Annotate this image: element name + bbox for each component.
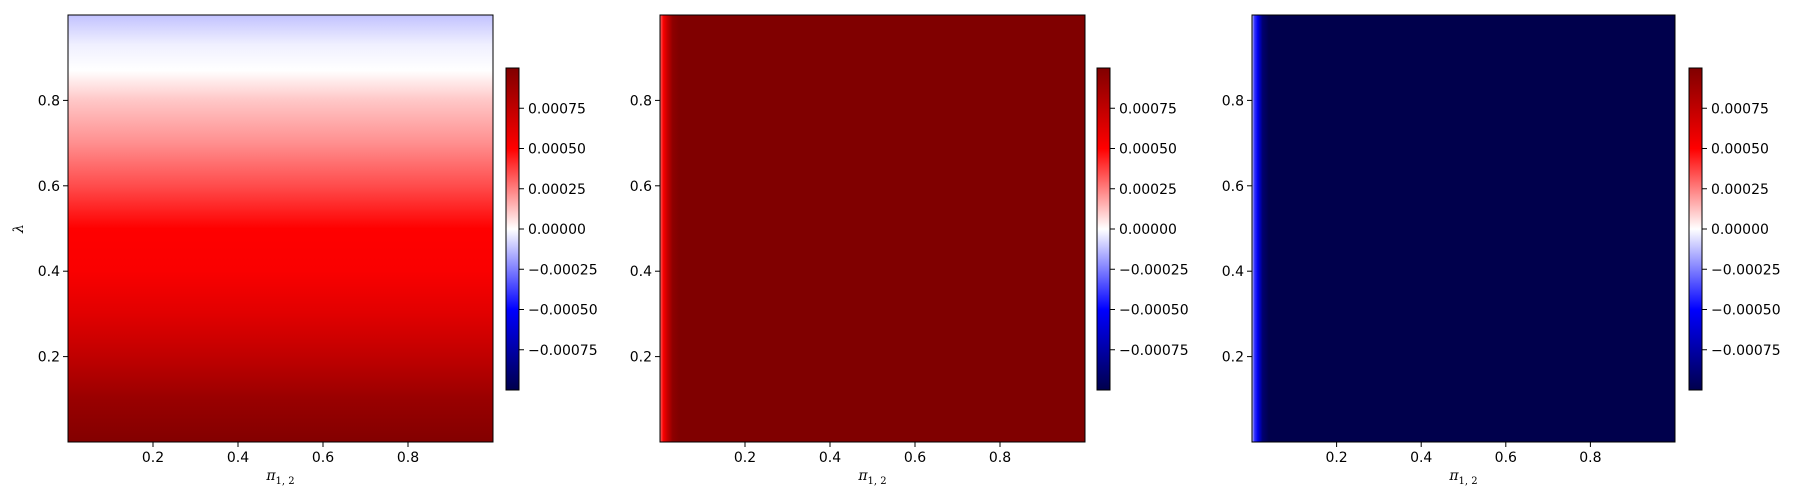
colorbar-tick-label: −0.00075: [528, 343, 598, 359]
y-tick-label: 0.4: [1222, 264, 1244, 280]
x-axis-label: π1, 2: [265, 468, 294, 487]
y-tick-label: 0.4: [38, 264, 60, 280]
colorbar-tick-label: −0.00050: [528, 303, 598, 319]
x-tick-label: 0.2: [1325, 450, 1347, 466]
colorbar-tick-label: −0.00025: [1119, 262, 1189, 278]
colorbar-tick-label: 0.00075: [1119, 101, 1177, 117]
colorbar-tick-label: 0.00075: [528, 101, 586, 117]
x-tick-label: 0.8: [397, 450, 419, 466]
heatmap-field: [68, 15, 493, 442]
heatmap-panel-3: 0.2 0.4 0.6 0.80.20.40.60.8π1, 20.000750.00…: [1222, 14, 1781, 487]
x-tick-label: 0.2: [142, 450, 164, 466]
colorbar-gradient: [505, 67, 520, 391]
colorbar: 0.00075 0.00050 0.00025 0.00000 −0.00025 −0.0…: [505, 67, 598, 391]
plot-frame: [1251, 14, 1676, 443]
y-tick-label: 0.2: [630, 350, 652, 366]
colorbar-tick-label: 0.00050: [1711, 142, 1769, 158]
colorbar-tick-label: 0.00000: [528, 222, 586, 238]
x-tick-label: 0.6: [312, 450, 334, 466]
y-tick-label: 0.6: [630, 179, 652, 195]
heatmap-field: [1252, 15, 1675, 442]
colorbar-tick-label: 0.00025: [1119, 182, 1177, 198]
x-tick-label: 0.6: [904, 450, 926, 466]
y-tick-label: 0.8: [1222, 93, 1244, 109]
y-tick-label: 0.6: [38, 179, 60, 195]
colorbar-tick-label: −0.00075: [1119, 343, 1189, 359]
x-axis-label: π1, 2: [857, 468, 886, 487]
x-tick-label: 0.4: [819, 450, 841, 466]
heatmap-panel-1: 0.2 0.4 0.6 0.80.20.40.60.8π1, 2λ0.000750.0…: [11, 14, 598, 487]
colorbar-tick-label: 0.00050: [528, 142, 586, 158]
x-axis-label: π1, 2: [1448, 468, 1477, 487]
colorbar-tick-label: 0.00075: [1711, 101, 1769, 117]
colorbar-gradient: [1096, 67, 1111, 391]
y-tick-label: 0.6: [1222, 179, 1244, 195]
x-tick-label: 0.8: [1579, 450, 1601, 466]
x-tick-label: 0.4: [1410, 450, 1432, 466]
colorbar-tick-label: −0.00075: [1711, 343, 1781, 359]
y-tick-label: 0.8: [630, 93, 652, 109]
colorbar: 0.00075 0.00050 0.00025 0.00000 −0.00025 −0.0…: [1688, 67, 1781, 391]
colorbar: 0.00075 0.00050 0.00025 0.00000 −0.00025 −0.0…: [1096, 67, 1189, 391]
y-tick-label: 0.8: [38, 93, 60, 109]
colorbar-tick-label: 0.00025: [1711, 182, 1769, 198]
colorbar-tick-label: 0.00000: [1711, 222, 1769, 238]
y-axis-label: λ: [11, 224, 27, 234]
y-tick-label: 0.4: [630, 264, 652, 280]
y-tick-label: 0.2: [38, 350, 60, 366]
colorbar-tick-label: −0.00025: [528, 262, 598, 278]
heatmap-field: [660, 15, 1085, 442]
colorbar-tick-label: 0.00025: [528, 182, 586, 198]
colorbar-tick-label: 0.00000: [1119, 222, 1177, 238]
colorbar-tick-label: −0.00050: [1119, 303, 1189, 319]
y-tick-label: 0.2: [1222, 350, 1244, 366]
plot-frame: [67, 14, 494, 443]
x-tick-label: 0.2: [734, 450, 756, 466]
colorbar-gradient: [1688, 67, 1703, 391]
x-tick-label: 0.6: [1495, 450, 1517, 466]
colorbar-tick-label: 0.00050: [1119, 142, 1177, 158]
colorbar-tick-label: −0.00025: [1711, 262, 1781, 278]
heatmap-panel-2: 0.2 0.4 0.6 0.80.20.40.60.8π1, 20.000750.00…: [630, 14, 1189, 487]
x-tick-label: 0.8: [989, 450, 1011, 466]
plot-frame: [659, 14, 1086, 443]
colorbar-tick-label: −0.00050: [1711, 303, 1781, 319]
x-tick-label: 0.4: [227, 450, 249, 466]
